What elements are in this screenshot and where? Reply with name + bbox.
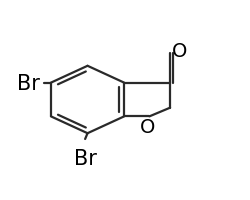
Text: O: O: [172, 42, 188, 61]
Text: Br: Br: [17, 73, 40, 93]
Text: Br: Br: [74, 148, 96, 168]
Text: O: O: [140, 118, 155, 137]
